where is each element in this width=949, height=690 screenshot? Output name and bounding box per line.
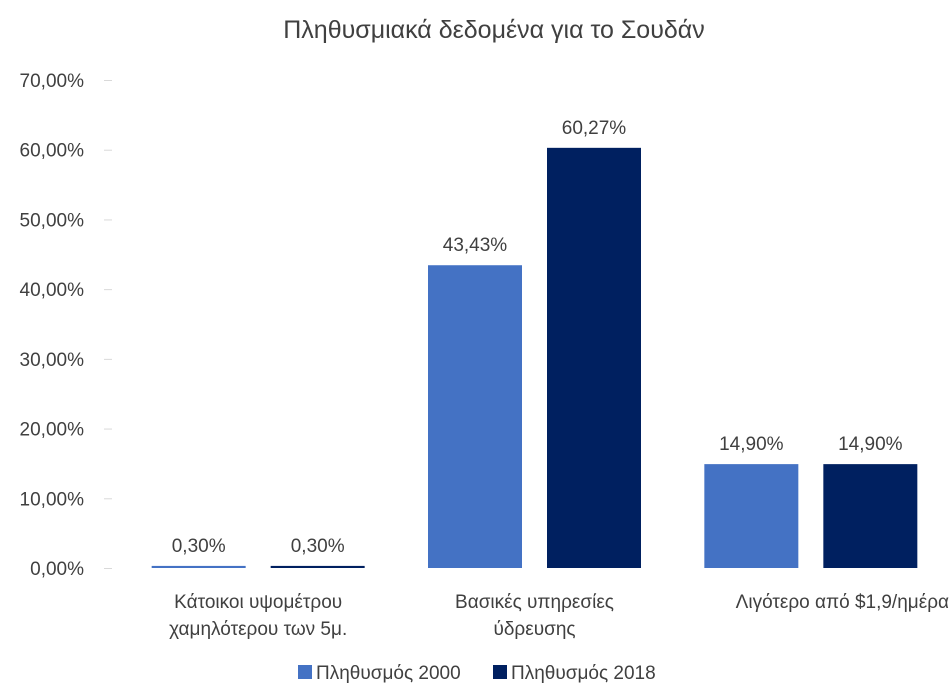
x-tick-label: Κάτοικοι υψομέτρου χαμηλότερου των 5μ. bbox=[169, 592, 347, 640]
bar bbox=[270, 565, 365, 568]
y-tick-label: 40,00% bbox=[20, 280, 85, 301]
y-tick-label: 70,00% bbox=[20, 71, 85, 92]
bar bbox=[823, 464, 918, 568]
bar bbox=[151, 565, 246, 568]
bar bbox=[704, 464, 799, 568]
x-tick-label-line: Λιγότερο από $1,9/ημέρα bbox=[736, 592, 949, 613]
data-label: 60,27% bbox=[562, 118, 627, 139]
data-label: 14,90% bbox=[719, 434, 784, 455]
legend: Πληθυσμός 2000 Πληθυσμός 2018 bbox=[298, 663, 656, 684]
legend-swatch bbox=[298, 665, 312, 679]
bar bbox=[547, 147, 641, 568]
bar bbox=[428, 265, 522, 568]
x-tick-label: Βασικές υπηρεσίες ύδρευσης bbox=[455, 592, 614, 640]
y-tick-label: 0,00% bbox=[30, 559, 84, 580]
x-axis: Κάτοικοι υψομέτρου χαμηλότερου των 5μ. Βασ… bbox=[169, 592, 949, 640]
y-tick-label: 10,00% bbox=[20, 489, 85, 510]
legend-label: Πληθυσμός 2000 bbox=[316, 663, 461, 684]
data-label: 0,30% bbox=[291, 536, 345, 557]
y-axis: 0,00% 10,00% 20,00% 30,00% 40,00% 50,00% 60,00… bbox=[20, 71, 112, 580]
x-tick-label-line: Κάτοικοι υψομέτρου bbox=[174, 592, 342, 613]
data-labels: 0,30% 0,30% 43,43% 60,27% 14,90% 14,90% bbox=[172, 118, 903, 557]
y-tick-label: 50,00% bbox=[20, 210, 85, 231]
x-tick-label-line: ύδρευσης bbox=[493, 619, 575, 640]
x-tick-label-line: χαμηλότερου των 5μ. bbox=[169, 619, 347, 640]
data-label: 0,30% bbox=[172, 536, 226, 557]
y-tick-label: 60,00% bbox=[20, 141, 85, 162]
chart-title: Πληθυσμιακά δεδομένα για το Σουδάν bbox=[283, 16, 705, 44]
data-label: 43,43% bbox=[443, 235, 508, 256]
legend-label: Πληθυσμός 2018 bbox=[511, 663, 656, 684]
y-tick-label: 30,00% bbox=[20, 350, 85, 371]
bars bbox=[151, 147, 918, 568]
x-tick-label: Λιγότερο από $1,9/ημέρα bbox=[736, 592, 949, 613]
data-label: 14,90% bbox=[838, 434, 903, 455]
x-tick-label-line: Βασικές υπηρεσίες bbox=[455, 592, 614, 613]
legend-swatch bbox=[493, 665, 507, 679]
y-tick-label: 20,00% bbox=[20, 420, 85, 441]
